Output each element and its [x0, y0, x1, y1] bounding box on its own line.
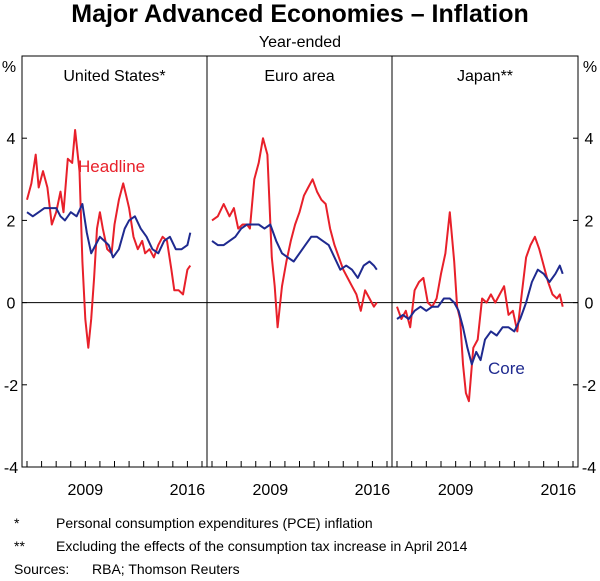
y-tick-label-right: 4	[585, 131, 594, 148]
series-line-core	[211, 223, 378, 279]
plot-frame	[21, 55, 579, 468]
x-tick-label: 2009	[68, 482, 104, 499]
sources-text: RBA; Thomson Reuters	[92, 561, 240, 577]
x-tick-label: 2016	[170, 482, 206, 499]
footnote-1: * Personal consumption expenditures (PCE…	[14, 512, 467, 535]
y-unit-right: %	[583, 59, 597, 76]
series-line-headline	[211, 137, 378, 329]
panel-title: Japan**	[457, 68, 513, 85]
y-tick-label-left: 0	[7, 296, 16, 313]
footnote-1-mark: *	[14, 515, 20, 531]
y-tick-label-left: 4	[7, 131, 16, 148]
headline-annotation: Headline	[78, 157, 145, 176]
x-tick-label: 2009	[253, 482, 289, 499]
footnote-2-text: Excluding the effects of the consumption…	[56, 538, 468, 554]
series-line-core	[26, 203, 192, 259]
x-tick-label: 2016	[355, 482, 391, 499]
x-tick-label: 2016	[541, 482, 577, 499]
y-tick-label-right: -4	[582, 460, 596, 477]
series-line-core	[396, 264, 564, 366]
y-tick-label-right: 0	[585, 296, 594, 313]
chart-area: -4 -4 -2 -2 0 0 2 2 4 4% % United States* 2009 2016 Eu…	[2, 55, 597, 499]
panel-title: Euro area	[264, 68, 334, 85]
x-tick-label: 2009	[438, 482, 474, 499]
core-annotation: Core	[488, 359, 525, 378]
footnote-2-mark: **	[14, 538, 25, 554]
y-tick-label-left: -4	[4, 460, 18, 477]
footnote-2: ** Excluding the effects of the consumpt…	[14, 535, 467, 558]
panel-title: United States*	[63, 68, 165, 85]
series-line-headline	[396, 211, 564, 403]
footnotes: * Personal consumption expenditures (PCE…	[14, 512, 467, 581]
footnote-1-text: Personal consumption expenditures (PCE) …	[56, 515, 373, 531]
sources: Sources: RBA; Thomson Reuters	[14, 558, 467, 581]
y-tick-label-right: -2	[582, 378, 596, 395]
y-unit-left: %	[2, 59, 16, 76]
sources-label: Sources:	[14, 561, 70, 577]
y-tick-label-left: 2	[7, 213, 16, 230]
chart-subtitle: Year-ended	[258, 34, 342, 51]
chart-title: Major Advanced Economies – Inflation	[71, 0, 529, 28]
y-tick-label-left: -2	[4, 378, 18, 395]
y-tick-label-right: 2	[585, 213, 594, 230]
